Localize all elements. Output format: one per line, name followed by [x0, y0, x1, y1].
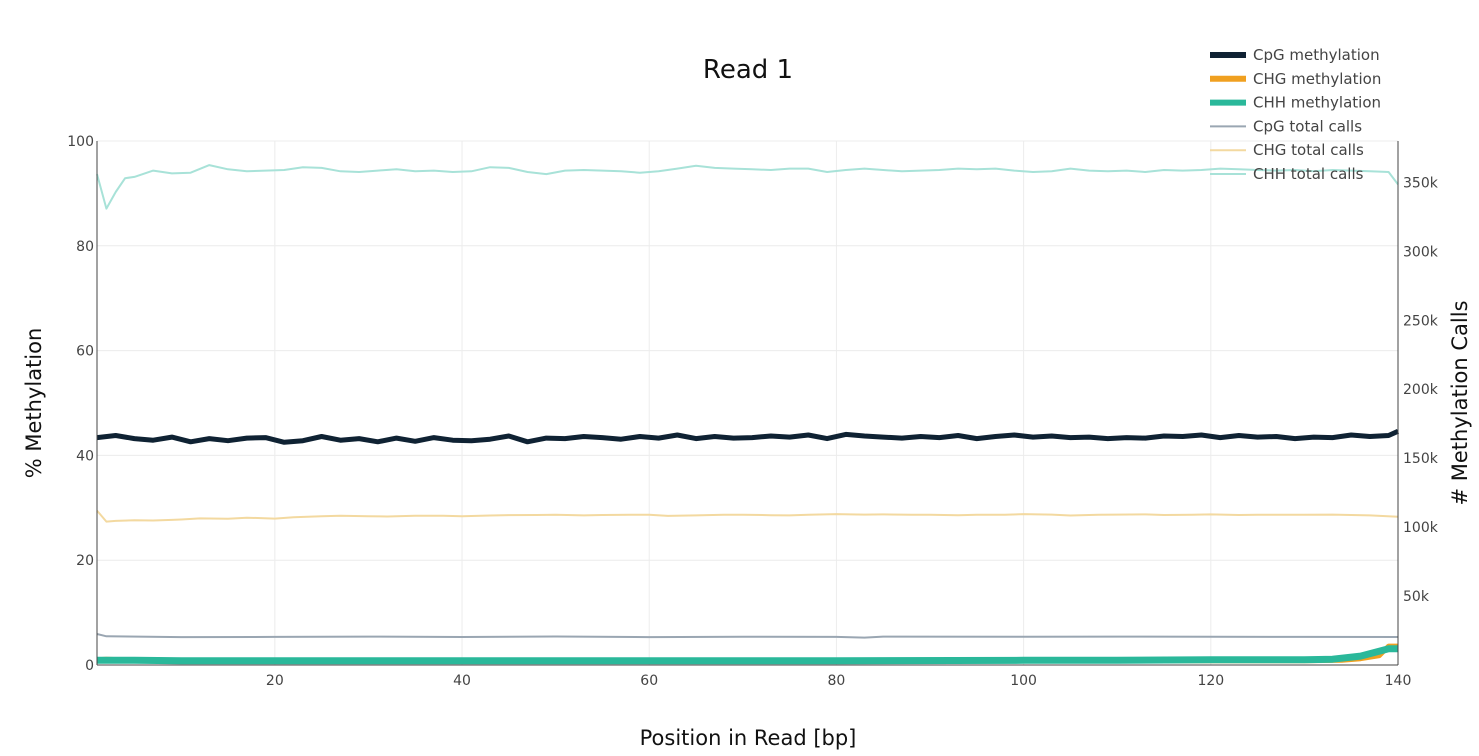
y-tick-label: 100	[67, 134, 94, 150]
legend-label-chh-methylation: CHH methylation	[1253, 94, 1381, 112]
legend-label-cpg-total-calls: CpG total calls	[1253, 117, 1362, 135]
y-tick-label: 20	[76, 553, 94, 569]
chg-total-calls-line	[96, 509, 1399, 523]
cpg-total-calls-line	[96, 633, 1399, 639]
chart-title: Read 1	[703, 55, 793, 85]
x-tick-label: 120	[1197, 673, 1224, 689]
y2-tick-label: 150k	[1403, 451, 1439, 467]
x-axis-title: Position in Read [bp]	[640, 726, 857, 750]
y2-axis-ticks: 50k 100k 150k 200k 250k 300k 350k	[1403, 175, 1439, 605]
legend-label-chg-methylation: CHG methylation	[1253, 70, 1381, 88]
chh-methylation-line	[97, 645, 1398, 665]
x-tick-label: 100	[1010, 673, 1037, 689]
x-tick-label: 20	[266, 673, 284, 689]
y2-tick-label: 100k	[1403, 520, 1439, 536]
x-axis-ticks: 20 40 60 80 100 120 140	[266, 673, 1411, 689]
legend-label-cpg-methylation: CpG methylation	[1253, 46, 1380, 64]
y2-tick-label: 200k	[1403, 382, 1439, 398]
y-tick-label: 80	[76, 239, 94, 255]
y2-tick-label: 300k	[1403, 244, 1439, 260]
chh-total-calls-line	[96, 164, 1399, 210]
legend[interactable]: CpG methylation CHG methylation CHH methyl…	[1210, 46, 1381, 183]
y-tick-label: 60	[76, 344, 94, 360]
y-axis-ticks: 0 20 40 60 80 100	[67, 134, 94, 674]
plot-lines	[96, 164, 1400, 665]
legend-label-chg-total-calls: CHG total calls	[1253, 141, 1364, 159]
y2-axis-title: # Methylation Calls	[1448, 300, 1472, 505]
y-axis-title: % Methylation	[22, 328, 46, 479]
axes	[96, 141, 1399, 666]
y-tick-label: 40	[76, 448, 94, 464]
x-tick-label: 40	[453, 673, 471, 689]
x-tick-label: 80	[828, 673, 846, 689]
legend-label-chh-total-calls: CHH total calls	[1253, 165, 1364, 183]
y2-tick-label: 350k	[1403, 175, 1439, 191]
y2-tick-label: 50k	[1403, 589, 1430, 605]
y-tick-label: 0	[85, 658, 94, 674]
y2-tick-label: 250k	[1403, 313, 1439, 329]
x-tick-label: 140	[1385, 673, 1412, 689]
gridlines	[97, 140, 1399, 666]
cpg-methylation-line	[96, 429, 1400, 445]
x-tick-label: 60	[640, 673, 658, 689]
